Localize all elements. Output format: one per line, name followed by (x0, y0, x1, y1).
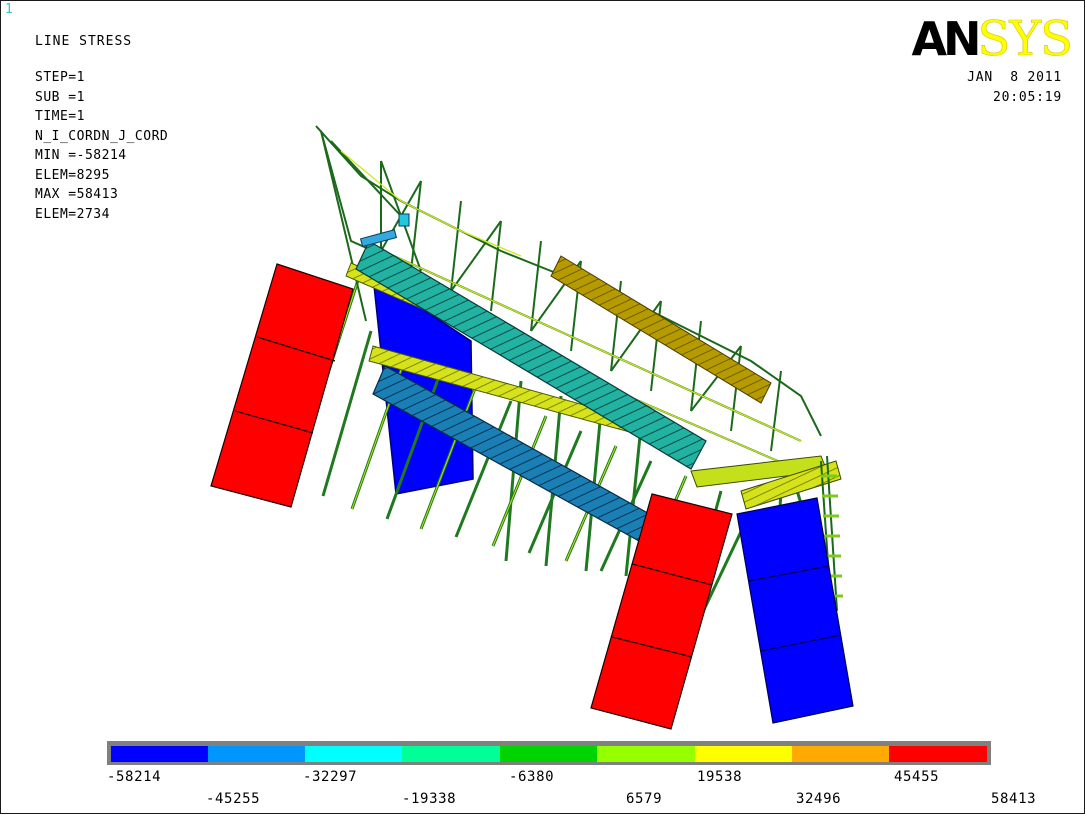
logo-part-an: AN (911, 12, 981, 66)
yellow-band-d (740, 460, 842, 510)
cyan-detail (359, 229, 398, 248)
red-block-left (210, 263, 354, 508)
blue-shear-panel (372, 274, 474, 495)
info-sub: SUB =1 (35, 89, 85, 105)
legend-label-4: -6380 (509, 769, 555, 785)
legend-label-9: 58413 (991, 791, 1037, 807)
teal-chord-upper (355, 240, 707, 470)
info-max-elem: ELEM=2734 (35, 206, 110, 222)
gold-chord-band (550, 255, 772, 404)
legend-swatch (889, 746, 987, 762)
legend-label-2: -32297 (303, 769, 358, 785)
legend-label-7: 32496 (796, 791, 842, 807)
window-number: 1 (5, 2, 13, 17)
plot-info-block: STEP=1 SUB =1 TIME=1 N_I_CORDN_J_CORD MI… (35, 68, 168, 224)
legend-label-3: -19338 (402, 791, 457, 807)
legend-swatch (500, 746, 597, 762)
info-max: MAX =58413 (35, 187, 119, 202)
legend-label-5: 6579 (626, 791, 663, 807)
plot-time: 20:05:19 (992, 89, 1062, 105)
info-min-elem: ELEM=8295 (35, 167, 110, 183)
info-min: MIN =-58214 (35, 148, 127, 163)
ansys-logo: ANSYS (911, 12, 1073, 66)
legend-swatch (305, 746, 402, 762)
plot-date: JAN 8 2011 (967, 70, 1062, 85)
info-item: N_I_CORDN_J_CORD (35, 128, 169, 144)
legend-label-0: -58214 (107, 769, 162, 785)
legend-label-6: 19538 (697, 769, 743, 785)
legend-label-8: 45455 (894, 769, 940, 785)
contour-legend-bar (107, 741, 991, 765)
info-time: TIME=1 (35, 109, 85, 124)
legend-swatch (208, 746, 305, 762)
logo-part-sys: SYS (977, 11, 1073, 67)
legend-swatch (111, 746, 208, 762)
legend-label-1: -45255 (206, 791, 261, 807)
legend-swatch (597, 746, 695, 762)
info-step: STEP=1 (35, 70, 85, 85)
right-column-ticks (821, 474, 843, 598)
legend-swatch (695, 746, 792, 762)
legend-swatch (402, 746, 500, 762)
date-time-block: JAN 8 2011 20:05:19 (967, 68, 1062, 107)
legend-swatch (792, 746, 889, 762)
plot-title: LINE STRESS (35, 34, 133, 49)
cyan-detail-2 (398, 213, 410, 227)
red-block-right (590, 493, 733, 730)
blue-block-right (736, 497, 854, 724)
